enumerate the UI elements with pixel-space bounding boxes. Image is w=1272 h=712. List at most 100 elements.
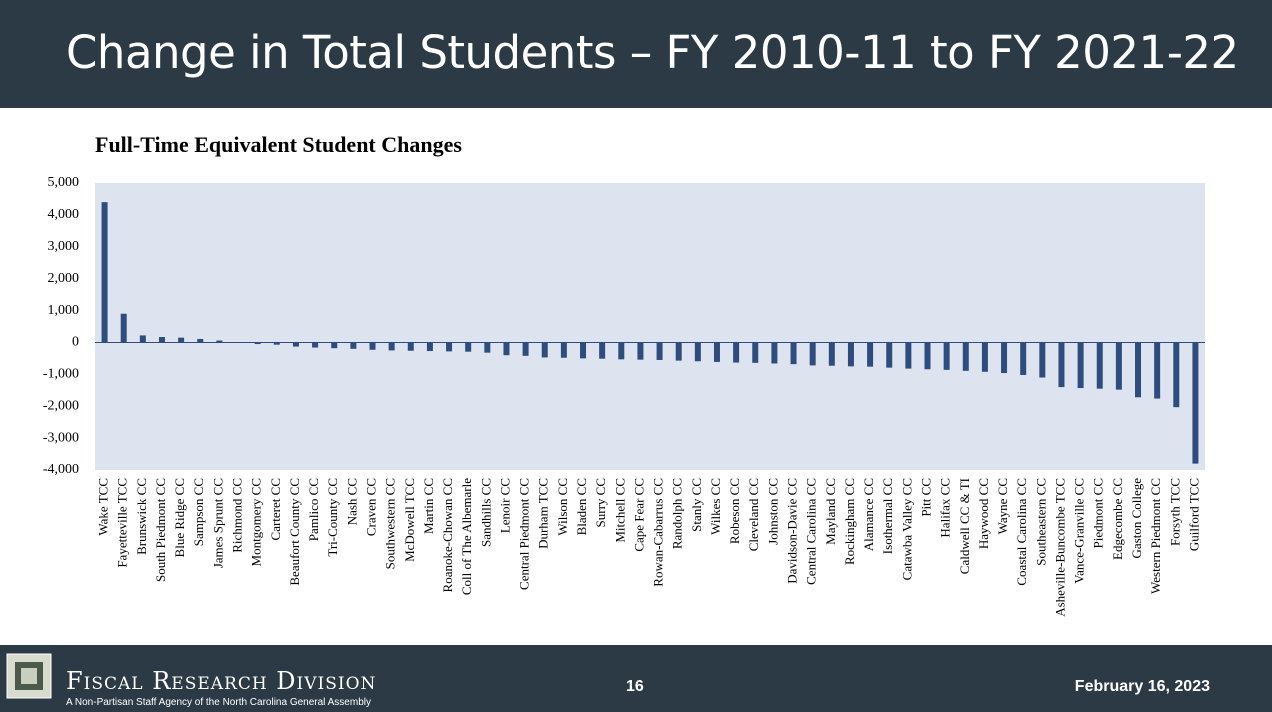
bar [981, 342, 988, 372]
bar [101, 202, 108, 343]
bar [580, 342, 587, 359]
bar [139, 335, 146, 343]
y-tick-label: -1,000 [43, 367, 79, 382]
x-tick-label: Southeastern CC [1033, 478, 1048, 566]
x-tick-label: Montgomery CC [249, 478, 264, 566]
bar [1039, 342, 1046, 378]
x-tick-label: Cleveland CC [746, 478, 761, 551]
x-tick-label: Blue Ridge CC [172, 478, 187, 557]
x-tick-label: Craven CC [363, 478, 378, 536]
x-tick-label: Robeson CC [727, 478, 742, 544]
tagline: A Non-Partisan Staff Agency of the North… [66, 697, 371, 708]
bar [120, 313, 127, 343]
bar [694, 342, 701, 362]
x-tick-label: Durham TCC [536, 478, 551, 549]
x-tick-label: Alamance CC [861, 478, 876, 551]
chart: Full-Time Equivalent Student Changes -4,… [43, 132, 1205, 617]
bar [1135, 342, 1142, 398]
bar [446, 342, 453, 352]
x-tick-label: Gaston College [1129, 478, 1144, 559]
bar [809, 342, 816, 366]
y-tick-label: 4,000 [48, 207, 80, 222]
bar [292, 342, 299, 347]
x-tick-label: Mayland CC [823, 478, 838, 545]
x-tick-label: Davidson-Davie CC [785, 478, 800, 584]
x-tick-label: Forsyth TCC [1167, 478, 1182, 546]
plot-area [95, 183, 1205, 470]
x-tick-label: Haywood CC [976, 478, 991, 549]
x-tick-label: Central Carolina CC [804, 478, 819, 585]
y-tick-label: 2,000 [48, 271, 80, 286]
bar [618, 342, 625, 360]
bar [713, 342, 720, 362]
x-tick-label: Wilkes CC [708, 478, 723, 535]
y-tick-label: -4,000 [43, 462, 79, 477]
x-tick-label: Rowan-Cabarrus CC [651, 478, 666, 587]
x-tick-label: Isothermal CC [880, 478, 895, 554]
bar [943, 342, 950, 370]
bar [388, 342, 395, 351]
bar [350, 342, 357, 349]
bar [675, 342, 682, 361]
bar [1154, 342, 1161, 399]
slide-title: Change in Total Students – FY 2010-11 to… [66, 26, 1239, 79]
x-tick-label: Wake TCC [96, 478, 111, 536]
x-tick-label: Roanoke-Chowan CC [440, 478, 455, 592]
x-tick-label: Beaufort County CC [287, 478, 302, 586]
bar [1192, 342, 1199, 464]
x-tick-label: Pamlico CC [306, 478, 321, 541]
x-tick-label: Carteret CC [268, 478, 283, 540]
y-tick-label: -3,000 [43, 430, 79, 445]
bar [331, 342, 338, 349]
bar [1173, 342, 1180, 408]
bar [1115, 342, 1122, 390]
x-tick-label: Richmond CC [230, 478, 245, 553]
x-tick-label: South Piedmont CC [153, 478, 168, 582]
x-tick-label: Wilson CC [555, 478, 570, 536]
page-number: 16 [626, 678, 644, 695]
x-tick-label: Asheville-Buncombe TCC [1052, 478, 1067, 617]
bar [560, 342, 567, 358]
bar [1077, 342, 1084, 389]
x-tick-label: Western Piedmont CC [1148, 478, 1163, 594]
division-name: Fiscal Research Division [66, 667, 377, 695]
bar [178, 337, 185, 343]
bar [503, 342, 510, 356]
bar [790, 342, 797, 365]
x-tick-label: Guilford TCC [1186, 478, 1201, 551]
x-tick-label: Southwestern CC [383, 478, 398, 569]
x-tick-label: Bladen CC [574, 478, 589, 535]
bar [733, 342, 740, 363]
bar [828, 342, 835, 366]
bar [465, 342, 472, 352]
logo [6, 653, 52, 699]
bar [407, 342, 414, 351]
y-tick-label: 5,000 [48, 175, 80, 190]
x-tick-label: Fayetteville TCC [115, 478, 130, 568]
y-tick-label: 0 [72, 335, 79, 350]
x-tick-label: Mitchell CC [612, 478, 627, 543]
bar [924, 342, 931, 370]
x-tick-label: Coll of The Albemarle [459, 478, 474, 595]
bar [847, 342, 854, 367]
x-tick-label: Halifax CC [938, 478, 953, 538]
bar [637, 342, 644, 360]
x-tick-label: Sampson CC [191, 478, 206, 546]
bar [197, 338, 204, 343]
x-tick-label: James Sprunt CC [210, 478, 225, 568]
x-tick-label: Central Piedmont CC [517, 478, 532, 590]
bar [656, 342, 663, 360]
x-tick-label: Edgecombe CC [1110, 478, 1125, 560]
bar [962, 342, 969, 371]
x-tick-label: Wayne CC [995, 478, 1010, 534]
bar [541, 342, 548, 358]
bar [752, 342, 759, 363]
x-tick-label: McDowell TCC [402, 478, 417, 562]
x-tick-label: Lenoir CC [497, 478, 512, 533]
y-tick-label: -2,000 [43, 398, 79, 413]
bar [426, 342, 433, 352]
x-tick-label: Catawba Valley CC [899, 478, 914, 580]
x-tick-label: Pitt CC [918, 478, 933, 517]
x-tick-label: Cape Fear CC [631, 478, 646, 552]
